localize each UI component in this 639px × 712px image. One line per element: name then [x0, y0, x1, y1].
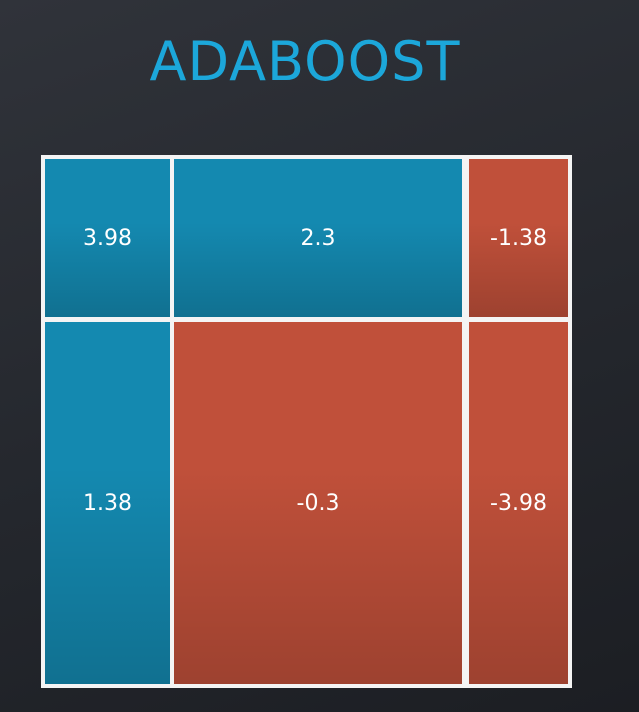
decision-grid: 3.98 2.3 -1.38 1.38 -0.3 -3.98 — [41, 155, 572, 688]
cell-label: -1.38 — [490, 225, 547, 251]
grid-cell: 2.3 — [174, 159, 462, 317]
cell-label: -0.3 — [296, 490, 340, 516]
grid-cell: -1.38 — [469, 159, 568, 317]
cell-label: 2.3 — [300, 225, 336, 251]
title: ADABOOST — [149, 30, 461, 93]
cell-label: 3.98 — [83, 225, 132, 251]
grid-cell: 3.98 — [45, 159, 170, 317]
cell-label: -3.98 — [490, 490, 547, 516]
grid-cell: 1.38 — [45, 322, 170, 684]
cell-label: 1.38 — [83, 490, 132, 516]
grid-cell: -0.3 — [174, 322, 462, 684]
grid-cell: -3.98 — [469, 322, 568, 684]
